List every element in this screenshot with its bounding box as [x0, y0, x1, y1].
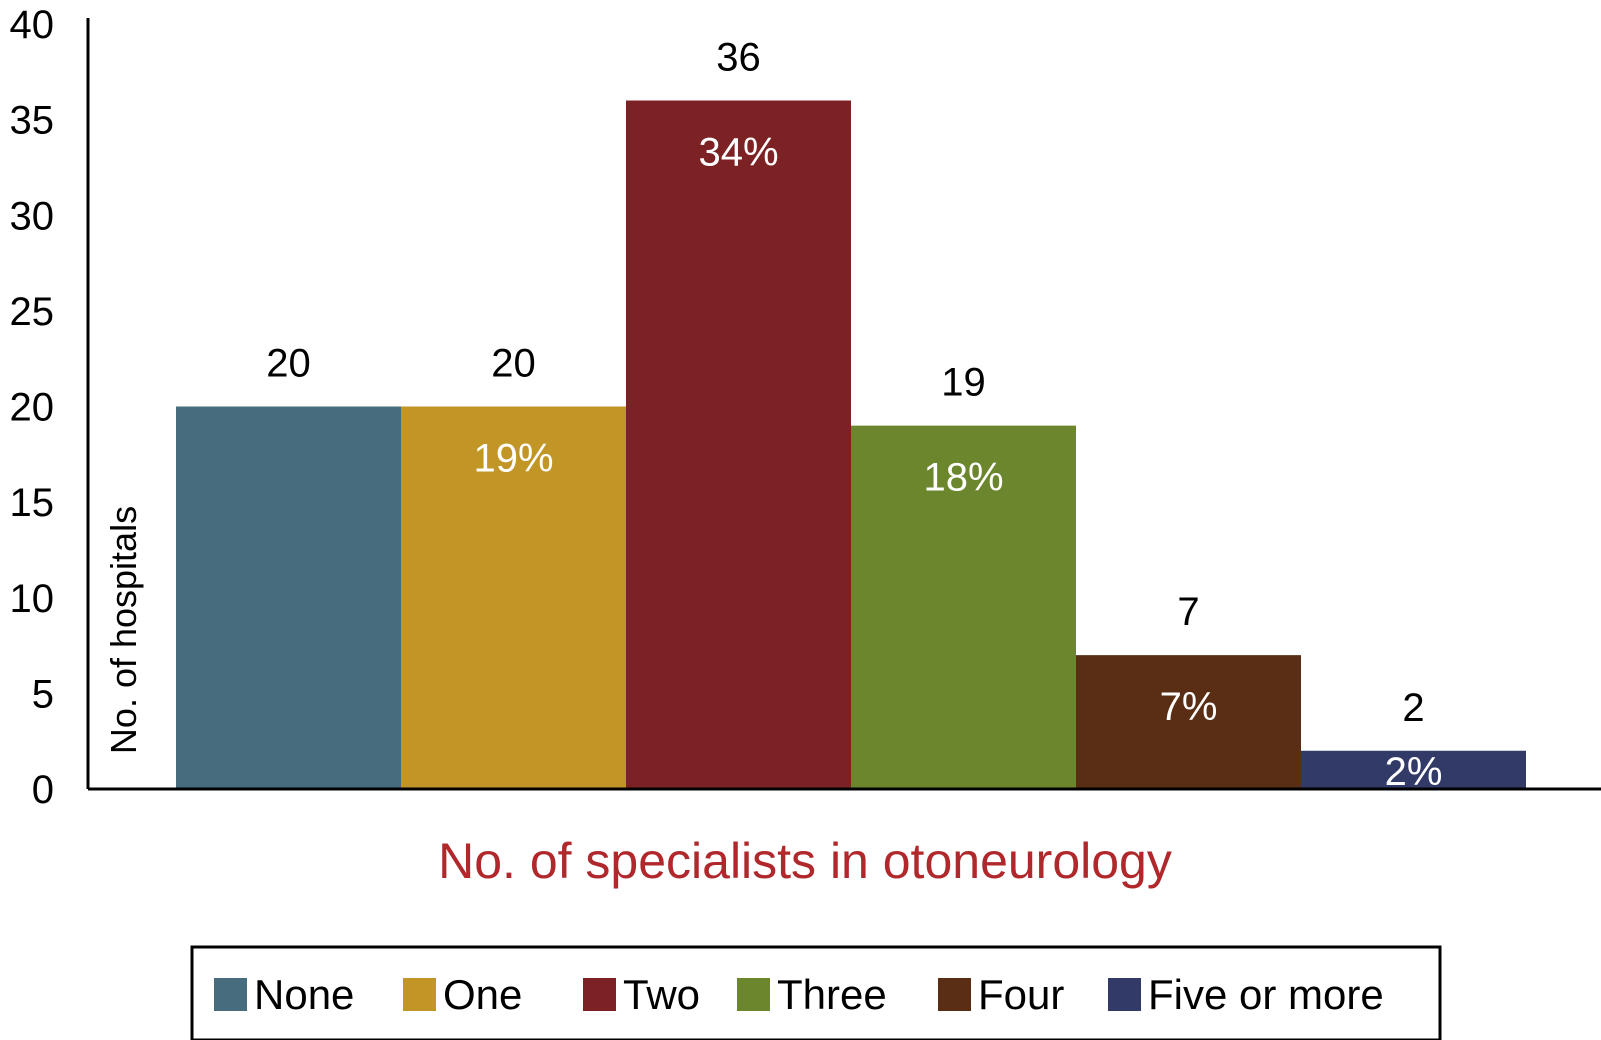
data-label: 36: [716, 36, 761, 80]
y-tick-label: 20: [10, 386, 55, 430]
legend-box: [190, 945, 1442, 1040]
data-label: 20: [491, 342, 536, 386]
bars: [176, 100, 1526, 789]
percent-label: 7%: [1160, 685, 1218, 729]
bar-one: [401, 406, 626, 789]
y-tick-label: 0: [32, 768, 54, 812]
percent-label: 18%: [923, 456, 1003, 500]
y-tick-label: 10: [10, 577, 55, 621]
legend-item-three: Three: [737, 971, 887, 1018]
legend-item-one: One: [403, 971, 522, 1018]
legend-label: Two: [623, 971, 700, 1018]
legend-label: Four: [978, 971, 1064, 1018]
y-tick-label: 5: [32, 672, 54, 716]
y-axis-label: No. of hospitals: [103, 506, 144, 754]
legend-swatch: [737, 978, 770, 1011]
legend-swatch: [583, 978, 616, 1011]
legend-item-two: Two: [583, 971, 700, 1018]
legend-item-five-or-more: Five or more: [1108, 971, 1384, 1018]
y-tick-label: 35: [10, 99, 55, 143]
legend: None One Two Three Four Five or more: [190, 945, 1442, 1040]
y-tick-label: 40: [10, 3, 55, 47]
data-label: 7: [1177, 590, 1199, 634]
bar-four: [1076, 655, 1301, 789]
legend-item-none: None: [214, 971, 354, 1018]
value-labels: 20 20 36 19 7 2: [266, 36, 1424, 730]
data-label: 2: [1402, 686, 1424, 730]
y-axis-ticks: 0 5 10 15 20 25 30 35 40: [10, 3, 55, 812]
bar-two: [626, 100, 851, 789]
legend-label: Five or more: [1148, 971, 1384, 1018]
y-tick-label: 25: [10, 290, 55, 334]
percent-label: 19%: [473, 437, 553, 481]
legend-swatch: [938, 978, 971, 1011]
percent-labels: 19% 34% 18% 7% 2%: [473, 131, 1442, 795]
data-label: 20: [266, 342, 311, 386]
legend-label: Three: [777, 971, 887, 1018]
bar-five-or-more: [1301, 750, 1526, 789]
legend-label: One: [443, 971, 522, 1018]
legend-swatch: [1108, 978, 1141, 1011]
y-tick-label: 15: [10, 481, 55, 525]
percent-label: 2%: [1385, 750, 1443, 794]
y-tick-label: 30: [10, 194, 55, 238]
legend-swatch: [403, 978, 436, 1011]
x-axis-label: No. of specialists in otoneurology: [438, 833, 1172, 889]
bar-three: [851, 425, 1076, 789]
data-label: 19: [941, 361, 986, 405]
bar-none: [176, 406, 401, 789]
legend-item-four: Four: [938, 971, 1064, 1018]
percent-label: 34%: [698, 131, 778, 175]
legend-label: None: [254, 971, 354, 1018]
legend-swatch: [214, 978, 247, 1011]
